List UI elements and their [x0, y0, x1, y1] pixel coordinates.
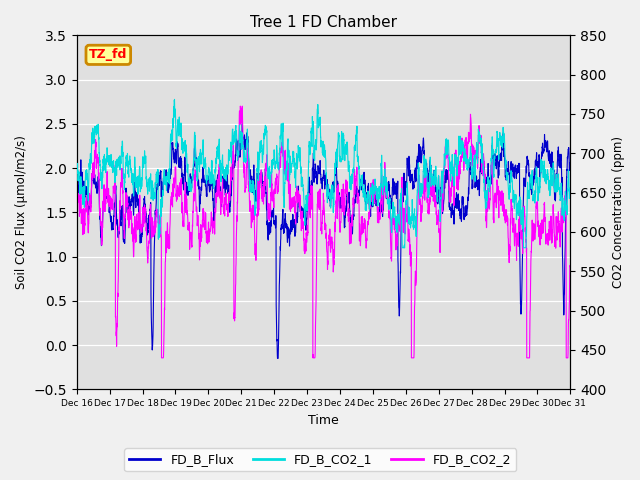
X-axis label: Time: Time: [308, 414, 339, 427]
Legend: FD_B_Flux, FD_B_CO2_1, FD_B_CO2_2: FD_B_Flux, FD_B_CO2_1, FD_B_CO2_2: [124, 448, 516, 471]
Title: Tree 1 FD Chamber: Tree 1 FD Chamber: [250, 15, 397, 30]
Y-axis label: Soil CO2 Flux (μmol/m2/s): Soil CO2 Flux (μmol/m2/s): [15, 135, 28, 289]
Y-axis label: CO2 Concentration (ppm): CO2 Concentration (ppm): [612, 136, 625, 288]
Text: TZ_fd: TZ_fd: [89, 48, 127, 61]
